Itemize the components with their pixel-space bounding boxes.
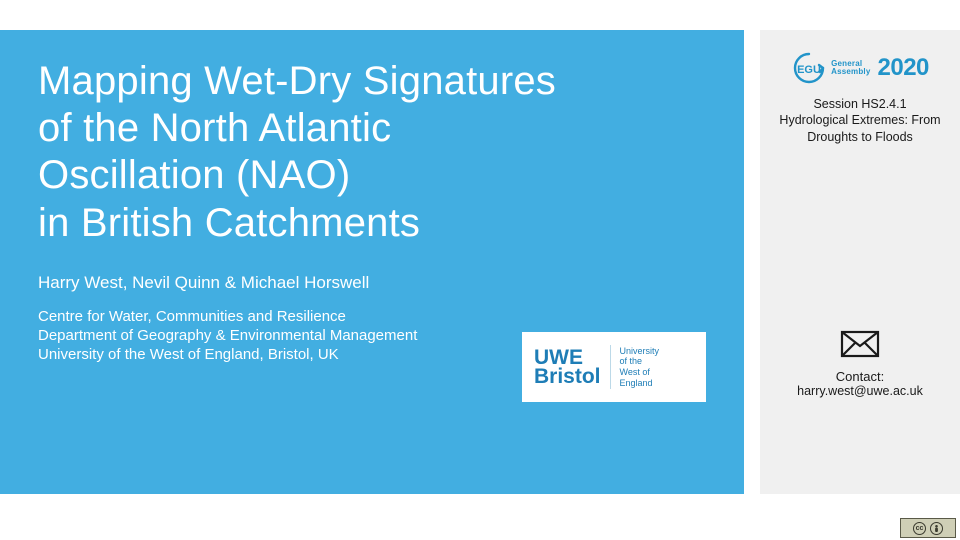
cc-by-license-badge: cc	[900, 518, 956, 538]
title-line-1: Mapping Wet-Dry Signatures	[38, 59, 556, 103]
session-name-line-2: Droughts to Floods	[807, 130, 913, 144]
by-icon	[930, 522, 943, 535]
egu-logo: EGU General Assembly 2020	[774, 50, 946, 86]
session-name-line-1: Hydrological Extremes: From	[779, 113, 940, 127]
title-line-3: Oscillation (NAO)	[38, 153, 350, 197]
egu-logo-text: General Assembly	[831, 60, 870, 76]
uwe-bristol-logo: UWE Bristol University of the West of En…	[522, 332, 706, 402]
egu-general-assembly: General Assembly	[831, 60, 870, 76]
mail-icon	[840, 330, 880, 363]
svg-text:EGU: EGU	[797, 64, 821, 76]
main-title-panel: Mapping Wet-Dry Signatures of the North …	[0, 30, 744, 494]
contact-email: harry.west@uwe.ac.uk	[760, 384, 960, 398]
uwe-logo-divider	[610, 345, 611, 389]
title-line-4: in British Catchments	[38, 201, 420, 245]
egu-logo-icon: EGU	[791, 50, 827, 86]
session-code: Session HS2.4.1	[813, 97, 906, 111]
session-info: Session HS2.4.1 Hydrological Extremes: F…	[774, 96, 946, 145]
title-line-2: of the North Atlantic	[38, 106, 391, 150]
presentation-title: Mapping Wet-Dry Signatures of the North …	[38, 58, 706, 247]
uwe-logo-main: UWE Bristol	[534, 348, 601, 387]
authors: Harry West, Nevil Quinn & Michael Horswe…	[38, 273, 706, 293]
contact-block: Contact: harry.west@uwe.ac.uk	[760, 330, 960, 398]
uwe-logo-line-2: Bristol	[534, 365, 601, 388]
affiliation-line-1: Centre for Water, Communities and Resili…	[38, 308, 346, 325]
affiliation-line-2: Department of Geography & Environmental …	[38, 327, 417, 344]
egu-year: 2020	[878, 54, 929, 82]
side-info-panel: EGU General Assembly 2020 Session HS2.4.…	[760, 30, 960, 494]
uwe-logo-subtitle: University of the West of England	[620, 346, 660, 388]
affiliation-line-3: University of the West of England, Brist…	[38, 346, 339, 363]
contact-label: Contact:	[760, 369, 960, 384]
cc-icon: cc	[913, 522, 926, 535]
